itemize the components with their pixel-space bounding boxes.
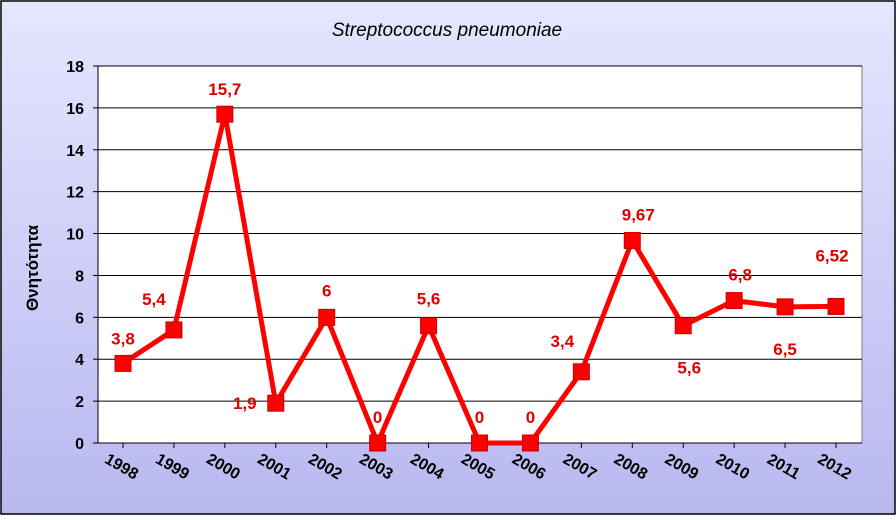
data-point bbox=[674, 317, 692, 335]
data-label: 0 bbox=[373, 408, 382, 427]
data-label: 0 bbox=[475, 408, 484, 427]
data-label: 5,6 bbox=[677, 359, 701, 378]
y-axis-ticks: 0 2 4 6 8 10 12 14 16 18 bbox=[66, 59, 84, 453]
data-point bbox=[572, 363, 590, 381]
data-label: 3,4 bbox=[551, 332, 575, 351]
plot-area bbox=[97, 65, 863, 444]
data-labels: 3,8 5,4 15,7 1,9 6 0 5,6 0 0 3,4 9,67 5,6 6,8 6,5 6,52 bbox=[111, 80, 848, 427]
data-label: 0 bbox=[526, 408, 535, 427]
data-point bbox=[827, 297, 845, 315]
y-tick-label: 0 bbox=[75, 436, 84, 453]
data-point bbox=[165, 321, 183, 339]
data-label: 6,5 bbox=[773, 340, 797, 359]
data-point bbox=[216, 105, 234, 123]
data-point bbox=[267, 394, 285, 412]
y-tick-label: 6 bbox=[75, 310, 84, 327]
data-label: 5,4 bbox=[142, 290, 166, 309]
data-point bbox=[623, 231, 641, 249]
y-tick-label: 8 bbox=[75, 268, 84, 285]
data-point bbox=[776, 298, 794, 316]
data-label: 6,52 bbox=[815, 246, 848, 265]
data-point bbox=[318, 308, 336, 326]
data-label: 6 bbox=[322, 281, 331, 300]
data-label: 15,7 bbox=[208, 80, 241, 99]
data-point bbox=[420, 317, 438, 335]
series-markers bbox=[114, 105, 845, 452]
data-label: 1,9 bbox=[233, 394, 257, 413]
y-tick-label: 12 bbox=[66, 185, 84, 202]
data-label: 6,8 bbox=[728, 266, 752, 285]
data-point bbox=[369, 434, 387, 452]
data-point bbox=[471, 434, 488, 452]
y-tick-label: 2 bbox=[75, 394, 84, 411]
y-tick-label: 16 bbox=[66, 101, 84, 118]
y-tick-label: 10 bbox=[66, 227, 84, 244]
chart-title: Streptococcus pneumoniae bbox=[332, 20, 562, 41]
data-label: 9,67 bbox=[622, 205, 655, 224]
data-point bbox=[114, 354, 132, 372]
y-tick-label: 14 bbox=[66, 143, 84, 160]
y-tick-label: 18 bbox=[66, 59, 84, 76]
data-point bbox=[725, 292, 743, 310]
y-axis-label: Θνητότητα bbox=[23, 224, 42, 311]
data-label: 5,6 bbox=[417, 290, 441, 309]
data-label: 3,8 bbox=[111, 329, 135, 348]
y-tick-label: 4 bbox=[75, 352, 84, 369]
data-point bbox=[521, 434, 539, 452]
